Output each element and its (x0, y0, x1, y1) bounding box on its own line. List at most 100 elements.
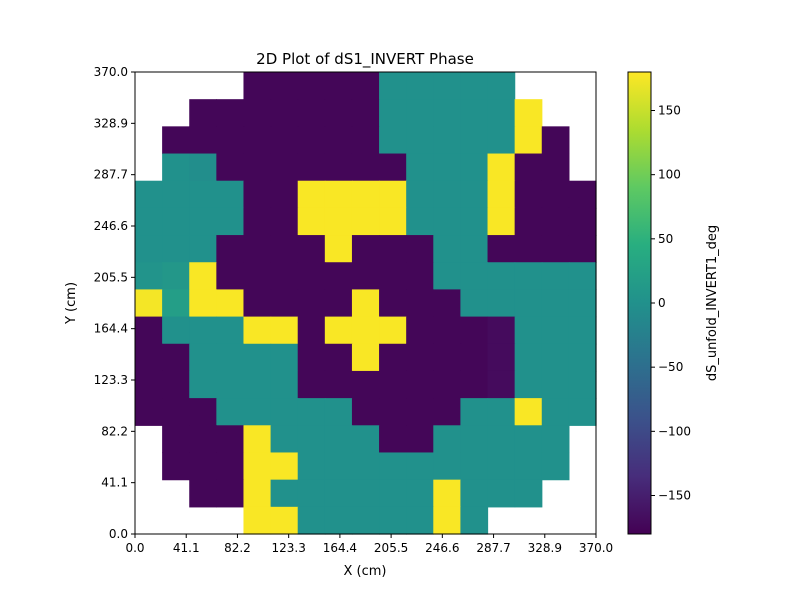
heatmap-cell (514, 99, 543, 127)
heatmap-cell (351, 262, 380, 291)
heatmap-cell (135, 398, 163, 426)
heatmap-cell (162, 126, 190, 155)
heatmap-cell (297, 316, 326, 345)
colorbar-tick-label: −50 (658, 360, 683, 374)
heatmap-cell (406, 370, 434, 399)
heatmap-cell (216, 398, 245, 426)
heatmap-cell (351, 289, 380, 318)
y-tick-label: 0.0 (109, 527, 128, 541)
heatmap-cell (135, 370, 163, 399)
heatmap-cell (351, 370, 380, 399)
heatmap-cell (433, 452, 462, 481)
heatmap-cell (270, 343, 299, 372)
heatmap-cell (297, 235, 326, 263)
heatmap-cell (297, 452, 326, 481)
heatmap-cell (460, 370, 489, 399)
heatmap-cell (216, 262, 245, 291)
heatmap-cell (379, 180, 407, 209)
colorbar-tick-label: 100 (658, 168, 681, 182)
heatmap-cell (433, 153, 462, 182)
heatmap-cell (351, 235, 380, 263)
heatmap-cell (162, 370, 190, 399)
heatmap-cell (514, 343, 543, 372)
heatmap-cell (406, 398, 434, 426)
heatmap-cell (297, 343, 326, 372)
heatmap-cell (487, 370, 516, 399)
heatmap-cell (541, 425, 570, 454)
heatmap-cell (406, 126, 434, 155)
heatmap-cell (541, 289, 570, 318)
heatmap-cell (460, 126, 489, 155)
y-tick-label: 328.9 (94, 116, 128, 130)
heatmap-cell (216, 343, 245, 372)
y-tick-label: 287.7 (94, 168, 128, 182)
heatmap-cell (514, 479, 543, 508)
heatmap-cells (135, 72, 597, 535)
heatmap-cell (379, 99, 407, 127)
heatmap-cell (541, 180, 570, 209)
y-axis-label: Y (cm) (64, 282, 79, 325)
x-tick-label: 205.5 (374, 541, 408, 555)
heatmap-cell (541, 235, 570, 263)
heatmap-cell (351, 343, 380, 372)
heatmap-cell (270, 262, 299, 291)
heatmap-cell (460, 343, 489, 372)
x-tick-label: 328.9 (528, 541, 562, 555)
heatmap-cell (270, 235, 299, 263)
heatmap-cell (216, 99, 245, 127)
heatmap-cell (351, 479, 380, 508)
heatmap-cell (379, 506, 407, 535)
heatmap-cell (568, 343, 597, 372)
x-tick-label: 123.3 (271, 541, 305, 555)
heatmap-cell (460, 479, 489, 508)
x-tick-label: 164.4 (323, 541, 357, 555)
heatmap-cell (433, 398, 462, 426)
heatmap-cell (270, 207, 299, 236)
heatmap-cell (460, 235, 489, 263)
heatmap-cell (162, 180, 190, 209)
heatmap-cell (460, 180, 489, 209)
heatmap-cell (189, 207, 217, 236)
heatmap-cell (487, 180, 516, 209)
x-axis-label: X (cm) (344, 564, 387, 579)
heatmap-cell (135, 343, 163, 372)
heatmap-cell (433, 370, 462, 399)
heatmap-cell (487, 398, 516, 426)
heatmap-cell (297, 99, 326, 127)
heatmap-cell (568, 180, 597, 209)
heatmap-cell (243, 343, 272, 372)
heatmap-cell (487, 235, 516, 263)
heatmap-cell (487, 343, 516, 372)
heatmap-cell (135, 316, 163, 345)
y-axis-ticks: 0.0 41.1 82.2 123.3 164.4 205.5 246.6 287.7 328.… (94, 65, 135, 541)
heatmap-cell (216, 153, 245, 182)
heatmap-cell (406, 289, 434, 318)
heatmap-cell (433, 72, 462, 100)
heatmap-cell (189, 343, 217, 372)
heatmap-cell (487, 452, 516, 481)
heatmap-cell (351, 72, 380, 100)
heatmap-cell (433, 207, 462, 236)
x-tick-label: 246.6 (425, 541, 459, 555)
heatmap-cell (460, 207, 489, 236)
heatmap-cell (541, 153, 570, 182)
heatmap-cell (433, 289, 462, 318)
heatmap-cell (162, 262, 190, 291)
heatmap-cell (324, 180, 353, 209)
heatmap-cell (324, 425, 353, 454)
heatmap-cell (243, 289, 272, 318)
x-tick-label: 287.7 (476, 541, 510, 555)
heatmap-cell (406, 452, 434, 481)
heatmap-cell (135, 180, 163, 209)
heatmap-cell (324, 153, 353, 182)
heatmap-cell (297, 153, 326, 182)
heatmap-cell (270, 452, 299, 481)
heatmap-cell (351, 398, 380, 426)
y-tick-label: 164.4 (94, 322, 128, 336)
heatmap-cell (243, 262, 272, 291)
x-tick-label: 0.0 (125, 541, 144, 555)
heatmap-cell (379, 289, 407, 318)
heatmap-cell (379, 370, 407, 399)
heatmap-cell (487, 289, 516, 318)
heatmap-cell (189, 262, 217, 291)
